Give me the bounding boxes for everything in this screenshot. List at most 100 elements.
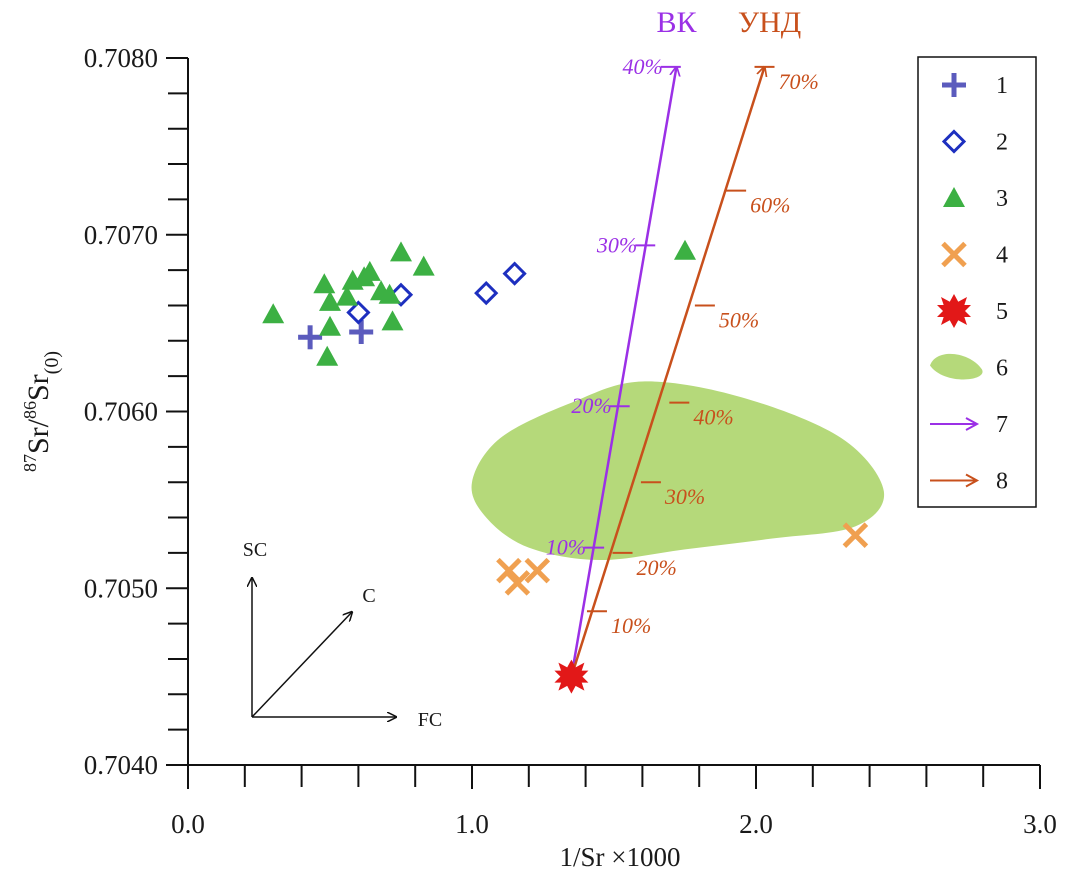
triangle (412, 255, 435, 276)
series-2-point (502, 261, 527, 286)
star-back (937, 297, 971, 328)
x-tick-label: 2.0 (739, 809, 773, 839)
y-axis-title: 87Sr/86Sr(0) (20, 351, 63, 472)
y-tick-label: 0.7080 (84, 43, 158, 73)
mixing-tick-label: 10% (611, 613, 651, 638)
x-axis-title: 1/Sr ×1000 (560, 842, 681, 872)
triangle (313, 273, 336, 294)
diamond (346, 300, 371, 325)
mixing-tick-label: 60% (750, 193, 790, 218)
cross-b (524, 557, 551, 584)
series-4-point (504, 570, 531, 596)
legend-symbol-3 (943, 187, 965, 207)
x-tick-label: 0.0 (171, 809, 205, 839)
series-4-point (524, 557, 551, 584)
vector-label: C (362, 585, 375, 607)
legend-box (917, 56, 1037, 508)
series-3-point (378, 283, 401, 304)
mixing-line-7 (570, 67, 676, 677)
series-5-point (554, 659, 589, 694)
cross-b (496, 557, 522, 584)
legend-label: 6 (996, 356, 1008, 382)
legend-symbol-4 (941, 241, 967, 268)
triangle (316, 345, 339, 366)
legend-symbol-2 (941, 129, 967, 154)
legend-label: 3 (996, 186, 1008, 212)
series-2-point (346, 300, 371, 325)
mixing-tick-label: 10% (546, 535, 586, 560)
y-tick-label: 0.7040 (84, 750, 158, 780)
triangle (319, 290, 341, 311)
axes: 0.7040 0.7050 0.7060 0.7070 0.7080 0.0 1.0 2.0 3… (20, 43, 1057, 872)
series-3-point (358, 260, 381, 281)
diamond (502, 261, 527, 286)
triangle (358, 260, 381, 281)
cross-b (842, 522, 869, 548)
series-3-point (262, 303, 285, 324)
vector-C (251, 612, 352, 718)
series-3-point (336, 285, 358, 306)
diamond (941, 129, 967, 154)
y-tick-label: 0.7070 (84, 220, 158, 250)
vector-label: SC (243, 539, 267, 561)
series-1-point (349, 320, 374, 344)
legend-label: 4 (996, 243, 1008, 269)
x-tick-label: 1.0 (455, 809, 489, 839)
field-6-area (471, 381, 885, 561)
legend-symbol-5 (937, 294, 971, 328)
y-axis-title-part: Sr/ (22, 418, 55, 454)
legend-label: 2 (996, 130, 1008, 156)
mixing-lines: 10% 20% 30% 40% ВК 10% 20% 30% 40% 50% 60% 70% УНД (546, 6, 819, 678)
y-tick-label: 0.7050 (84, 573, 158, 603)
legend-symbol-1 (942, 73, 966, 97)
triangle (378, 283, 401, 304)
y-tick-label: 0.7060 (84, 397, 158, 427)
y-axis-title-part: 86 (20, 401, 40, 419)
legend-arrowhead (965, 473, 980, 488)
y-axis-title-part: (0) (41, 351, 63, 374)
y-axis-title-part: 87 (20, 454, 40, 472)
y-axis-title-part: Sr (22, 374, 55, 401)
triangle (336, 285, 358, 306)
triangle (674, 239, 696, 260)
mixing-tick-label: 50% (719, 307, 759, 332)
triangle (943, 187, 965, 207)
legend-label: 5 (996, 299, 1008, 325)
mixing-tick-label: 20% (571, 393, 611, 418)
legend-label: 7 (996, 412, 1008, 438)
series-4-point (842, 522, 869, 548)
mixing-tick-label: 30% (596, 232, 637, 257)
mixing-line-title: ВК (656, 6, 697, 39)
field-layer (471, 381, 885, 561)
series-3-point (316, 345, 339, 366)
triangle (390, 241, 412, 262)
series-4-point (496, 557, 522, 584)
mixing-tick-label: 40% (693, 405, 733, 430)
vector-label: FC (418, 709, 442, 731)
star-back (554, 662, 589, 694)
cross-b (941, 241, 967, 268)
mixing-tick-label: 70% (779, 69, 819, 94)
series-3-point (412, 255, 435, 276)
mixing-tick-label: 40% (622, 54, 662, 79)
legend: 1 2 3 4 5 6 7 8 (917, 56, 1037, 508)
data-points (262, 239, 869, 694)
triangle (381, 310, 404, 331)
mixing-line-8 (570, 67, 764, 678)
legend-arrowhead (965, 417, 980, 431)
triangle (319, 315, 341, 336)
diamond (474, 280, 499, 306)
triangle (262, 303, 285, 324)
series-3-point (674, 239, 696, 260)
mixing-line-title: УНД (738, 6, 801, 39)
series-2-point (474, 280, 499, 306)
series-3-point (319, 290, 341, 311)
legend-label: 8 (996, 469, 1008, 495)
series-3-point (313, 273, 336, 294)
process-vectors: SC C FC (243, 539, 442, 731)
cross-b (504, 570, 531, 596)
series-1-point (298, 325, 323, 350)
series-3-point (390, 241, 412, 262)
series-3-point (381, 310, 404, 331)
